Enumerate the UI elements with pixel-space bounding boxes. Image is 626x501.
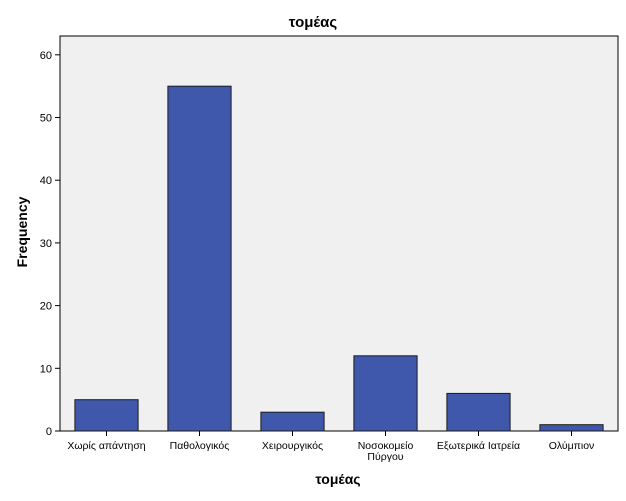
x-tick-label: Παθολογικός — [170, 440, 230, 452]
y-axis-title: Frequency — [14, 196, 30, 267]
y-tick-label: 50 — [40, 113, 52, 125]
bar — [74, 399, 139, 432]
x-axis: Χωρίς απάντηση Παθολογικός Χειρουργικός Νοσ… — [67, 431, 594, 463]
y-tick-label: 40 — [40, 175, 52, 187]
chart-title: τομέας — [289, 14, 338, 31]
x-tick-label: Πύργου — [367, 451, 403, 463]
y-tick-label: 0 — [46, 426, 52, 438]
x-tick-label: Εξωτερικά Ιατρεία — [437, 440, 520, 452]
y-tick-label: 10 — [40, 363, 52, 375]
y-axis: 0 10 20 30 40 50 60 — [40, 36, 61, 438]
bar — [167, 85, 232, 432]
y-tick-label: 30 — [40, 238, 52, 250]
plot-area — [59, 35, 619, 432]
x-tick-label: Νοσοκομείο — [358, 440, 414, 452]
bars-group — [74, 85, 604, 432]
x-axis-title: τομέας — [315, 471, 360, 487]
bar — [260, 411, 325, 432]
y-tick-label: 20 — [40, 301, 52, 313]
bar — [446, 392, 511, 432]
bar — [353, 355, 418, 432]
x-tick-label: Ολύμπιον — [549, 440, 595, 452]
y-tick-label: 60 — [40, 50, 52, 62]
bar — [539, 424, 604, 432]
x-tick-label: Χωρίς απάντηση — [67, 440, 145, 452]
x-tick-label: Χειρουργικός — [262, 440, 323, 452]
